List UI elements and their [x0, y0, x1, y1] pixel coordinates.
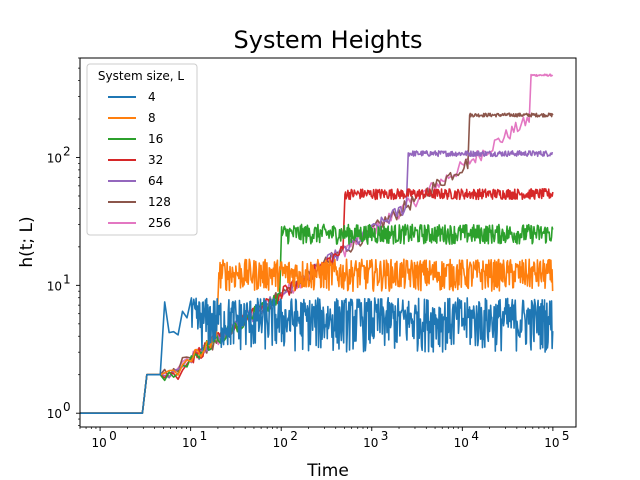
series-line-16 [80, 223, 554, 414]
x-tick-exponent: 4 [471, 429, 479, 443]
x-tick-label: 10 [454, 436, 469, 450]
legend: System size, L 4 8 16 32 64 128 256 [86, 63, 198, 236]
x-tick-label: 10 [273, 436, 288, 450]
chart-title: System Heights [234, 26, 423, 54]
legend-title: System size, L [98, 69, 184, 83]
y-tick-label: 10 [47, 407, 62, 421]
x-tick-label: 10 [363, 436, 378, 450]
y-tick-exponent: 0 [63, 400, 71, 414]
legend-label-256: 256 [148, 216, 171, 230]
x-axis: 10 0 10 1 10 2 10 3 10 4 10 5 [79, 427, 570, 450]
series-line-8 [80, 258, 554, 414]
x-tick-exponent: 3 [381, 429, 389, 443]
series-line-32 [80, 187, 554, 414]
y-tick-label: 10 [47, 279, 62, 293]
x-tick-label: 10 [544, 436, 559, 450]
x-axis-label: Time [306, 461, 349, 480]
x-tick-exponent: 0 [109, 429, 117, 443]
x-tick-label: 10 [182, 436, 197, 450]
x-tick-exponent: 2 [290, 429, 298, 443]
legend-box [86, 63, 198, 236]
y-tick-exponent: 2 [63, 144, 71, 158]
legend-label-16: 16 [148, 132, 163, 146]
x-tick-exponent: 1 [200, 429, 208, 443]
series-line-4 [80, 296, 554, 414]
legend-items: 4 8 16 32 64 128 256 [108, 90, 171, 230]
legend-label-4: 4 [148, 90, 156, 104]
legend-label-8: 8 [148, 111, 156, 125]
x-tick-exponent: 5 [562, 429, 570, 443]
x-tick-label: 10 [91, 436, 106, 450]
plot-frame [79, 57, 577, 428]
legend-label-32: 32 [148, 153, 163, 167]
legend-label-64: 64 [148, 174, 163, 188]
legend-label-128: 128 [148, 195, 171, 209]
plot-area [80, 73, 554, 414]
series-group [80, 73, 554, 414]
y-axis-label: h(t; L) [17, 216, 37, 267]
y-tick-exponent: 1 [63, 272, 71, 286]
y-tick-label: 10 [47, 151, 62, 165]
